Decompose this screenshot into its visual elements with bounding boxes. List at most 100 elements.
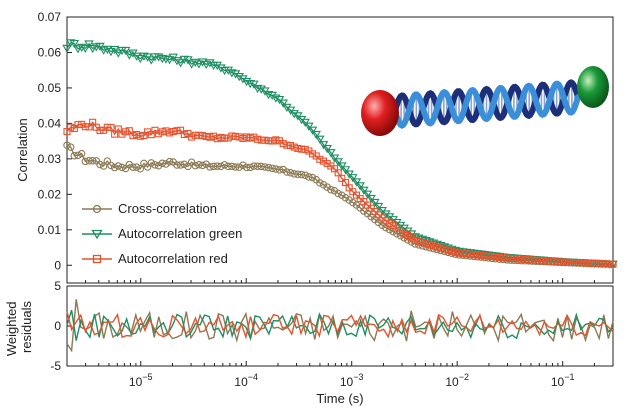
data-point [290, 170, 298, 178]
x-tick-label: 10−2 [445, 372, 469, 389]
data-point [503, 254, 511, 262]
data-point [297, 145, 306, 153]
data-point [114, 162, 123, 170]
data-point [166, 129, 174, 137]
data-point [591, 259, 599, 267]
data-point [111, 130, 119, 138]
data-point [521, 255, 529, 263]
data-point [286, 142, 295, 150]
data-point [301, 171, 309, 179]
data-point [455, 249, 463, 257]
data-point [230, 70, 241, 79]
data-point [404, 236, 412, 244]
data-point [66, 143, 75, 151]
data-point [74, 121, 82, 129]
y-tick-label: 0.06 [38, 45, 62, 59]
data-point [213, 162, 221, 170]
double-helix [392, 79, 581, 129]
data-point [235, 133, 243, 141]
helix-strand [392, 79, 581, 128]
data-point [338, 174, 346, 182]
data-point [80, 44, 91, 54]
data-point [257, 136, 265, 144]
data-point [499, 254, 507, 262]
data-point [594, 260, 602, 268]
data-point [547, 257, 555, 265]
data-point [400, 234, 408, 242]
residuals-y-label-line-2: residuals [19, 300, 34, 353]
data-point [125, 127, 133, 135]
data-point [129, 163, 137, 171]
data-point [272, 136, 280, 144]
data-point [77, 149, 86, 158]
y-tick-label: 0.04 [38, 116, 62, 130]
data-point [103, 123, 111, 131]
data-point [576, 259, 584, 267]
x-axis-label-time: Time (s) [316, 391, 363, 406]
data-point [451, 248, 459, 256]
data-point [191, 131, 199, 139]
data-point [264, 137, 273, 145]
data-point [349, 198, 357, 207]
data-point [272, 165, 280, 173]
residual-line-cross-correlation [66, 299, 614, 353]
data-point [366, 194, 376, 204]
data-point [569, 258, 577, 267]
data-point [294, 144, 302, 152]
data-point [190, 58, 201, 67]
data-point [437, 244, 445, 252]
data-point [340, 166, 351, 175]
residuals-y-axis: 5 0 -5 [50, 279, 72, 373]
data-point [294, 170, 302, 179]
correlation-panel: 0 0.01 0.02 0.03 0.04 0.05 0.06 0.07 Correlatio… [15, 10, 618, 284]
data-point [85, 156, 93, 165]
data-point [70, 124, 78, 133]
data-point [191, 161, 200, 170]
residuals-y-tick-label: 5 [54, 279, 61, 293]
helix-strand [392, 80, 581, 129]
data-point [422, 240, 430, 248]
data-point [261, 136, 269, 144]
data-point [297, 170, 306, 179]
data-point [180, 130, 188, 139]
data-point [506, 254, 514, 262]
data-point [580, 259, 588, 267]
data-point [510, 255, 518, 263]
series-autocorrelation-red [63, 118, 617, 268]
data-point [201, 60, 211, 70]
data-point [118, 163, 126, 172]
data-point [315, 135, 325, 144]
data-point [341, 178, 350, 187]
residual-line-autocorrelation-red [66, 311, 614, 340]
data-point [411, 236, 419, 244]
data-point [74, 151, 82, 160]
data-point [283, 168, 291, 176]
data-point [102, 45, 113, 54]
data-point [382, 223, 390, 232]
data-point [539, 257, 547, 265]
data-point [136, 165, 145, 173]
green-dye-sphere [577, 66, 609, 108]
legend-item-autocorrelation-red: Autocorrelation red [82, 251, 228, 266]
data-point [362, 190, 373, 199]
data-point [147, 159, 156, 167]
data-point [268, 137, 276, 145]
data-point [300, 118, 310, 127]
data-point [199, 132, 207, 140]
main-plot-frame [66, 16, 614, 284]
data-point [433, 243, 441, 251]
data-point [322, 144, 332, 154]
legend: Cross-correlation Autocorrelation green … [82, 201, 242, 266]
data-point [459, 249, 467, 257]
data-point [88, 157, 97, 165]
data-point [264, 163, 273, 172]
data-point [261, 163, 269, 171]
y-tick-label: 0 [54, 258, 61, 272]
data-point [249, 80, 259, 89]
data-point [231, 163, 240, 171]
data-point [517, 255, 525, 263]
data-point [124, 51, 135, 60]
data-point [466, 250, 474, 258]
data-point [550, 257, 558, 266]
data-point [173, 127, 181, 135]
